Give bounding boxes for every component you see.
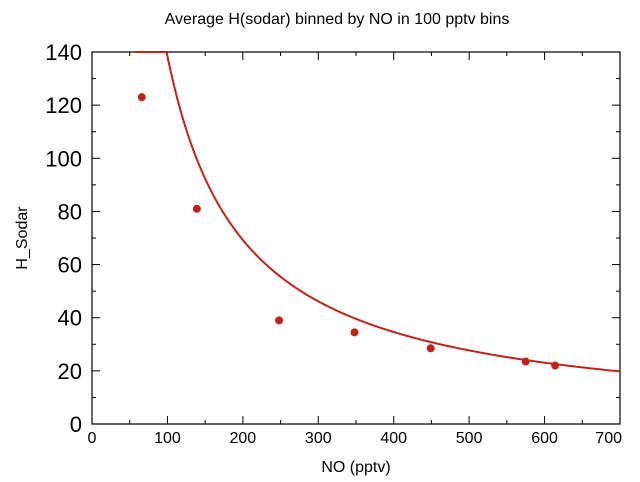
x-tick-label: 100 <box>154 430 181 447</box>
data-point <box>137 93 146 102</box>
x-tick-label: 200 <box>230 430 257 447</box>
data-point <box>350 328 359 337</box>
data-point <box>192 204 201 213</box>
data-point <box>426 344 435 353</box>
data-point <box>551 361 560 370</box>
x-tick-label: 600 <box>531 430 558 447</box>
fit-curve <box>134 51 621 373</box>
y-tick-label: 140 <box>45 40 82 65</box>
chart-subtitle: Average H(sodar) binned by NO in 100 ppt… <box>165 11 510 28</box>
data-points-layer <box>137 93 560 370</box>
y-axis-ticks: 0 20 40 60 80 100 120 140 <box>45 40 620 437</box>
x-axis-ticks: 0 100 200 300 400 500 600 700 <box>88 52 622 447</box>
x-tick-label: 0 <box>88 430 97 447</box>
y-tick-label: 80 <box>58 199 82 224</box>
x-tick-label: 500 <box>456 430 483 447</box>
y-tick-label: 0 <box>70 412 82 437</box>
y-tick-label: 100 <box>45 146 82 171</box>
x-tick-label: 700 <box>595 430 622 447</box>
y-tick-label: 60 <box>58 253 82 278</box>
y-axis-title: H_Sodar <box>14 206 31 270</box>
plot-frame <box>91 51 621 425</box>
x-axis-title: NO (pptv) <box>321 459 390 476</box>
data-point <box>521 357 530 366</box>
x-tick-label: 400 <box>380 430 407 447</box>
y-tick-label: 40 <box>58 306 82 331</box>
fit-curve-layer <box>134 51 621 373</box>
data-point <box>275 316 284 325</box>
y-tick-label: 20 <box>58 359 82 384</box>
x-tick-label: 300 <box>305 430 332 447</box>
y-tick-label: 120 <box>45 93 82 118</box>
